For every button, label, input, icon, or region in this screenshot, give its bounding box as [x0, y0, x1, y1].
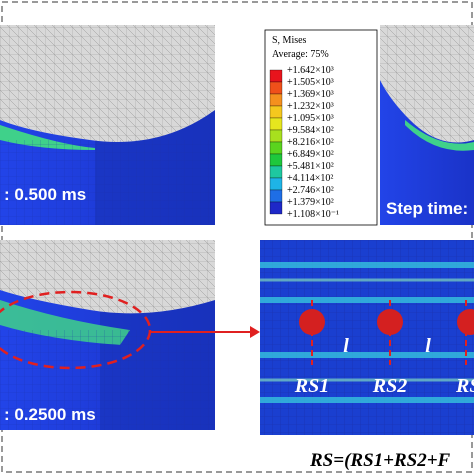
arrow-head — [250, 326, 260, 338]
time-label: Step time: — [386, 199, 468, 218]
legend-value: +1.505×10³ — [287, 77, 334, 88]
legend-value: +1.232×10³ — [287, 101, 334, 112]
legend-swatch — [269, 129, 283, 143]
legend-value: +1.108×10⁻¹ — [287, 209, 339, 220]
marker-label: RS1 — [294, 375, 329, 397]
detail-panel: l l RS1 RS2 RS — [260, 240, 474, 435]
legend: S, Mises Average: 75% +1.642×10³+1.505×1… — [264, 29, 378, 226]
legend-value: +6.849×10² — [287, 149, 334, 160]
sim-panel: : 0.2500 ms — [0, 240, 215, 430]
legend-value: +1.379×10² — [287, 197, 334, 208]
legend-swatch — [269, 117, 283, 131]
legend-swatch — [269, 105, 283, 119]
legend-value: +1.369×10³ — [287, 89, 334, 100]
legend-swatch — [269, 201, 283, 215]
formula: RS=(RS1+RS2+F — [309, 450, 451, 471]
legend-swatch — [269, 177, 283, 191]
time-label: : 0.2500 ms — [4, 405, 96, 424]
sim-panel: Step time: — [380, 25, 474, 225]
marker-label: RS — [455, 375, 474, 397]
sim-panel: : 0.500 ms — [0, 25, 215, 225]
legend-swatch — [269, 69, 283, 83]
spacing-label: l — [425, 335, 431, 357]
legend-swatch — [269, 165, 283, 179]
legend-value: +1.642×10³ — [287, 65, 334, 76]
time-label: : 0.500 ms — [4, 185, 86, 204]
legend-swatch — [269, 153, 283, 167]
legend-title: S, Mises — [272, 35, 307, 46]
legend-value: +4.114×10² — [287, 173, 333, 184]
legend-swatch — [269, 189, 283, 203]
legend-value: +8.216×10² — [287, 137, 334, 148]
legend-swatch — [269, 81, 283, 95]
legend-value: +2.746×10² — [287, 185, 334, 196]
legend-value: +1.095×10³ — [287, 113, 334, 124]
marker-label: RS2 — [372, 375, 407, 397]
spacing-label: l — [343, 335, 349, 357]
legend-swatch — [269, 141, 283, 155]
legend-value: +5.481×10² — [287, 161, 334, 172]
legend-swatch — [269, 93, 283, 107]
legend-subtitle: Average: 75% — [272, 49, 329, 60]
legend-value: +9.584×10² — [287, 125, 334, 136]
